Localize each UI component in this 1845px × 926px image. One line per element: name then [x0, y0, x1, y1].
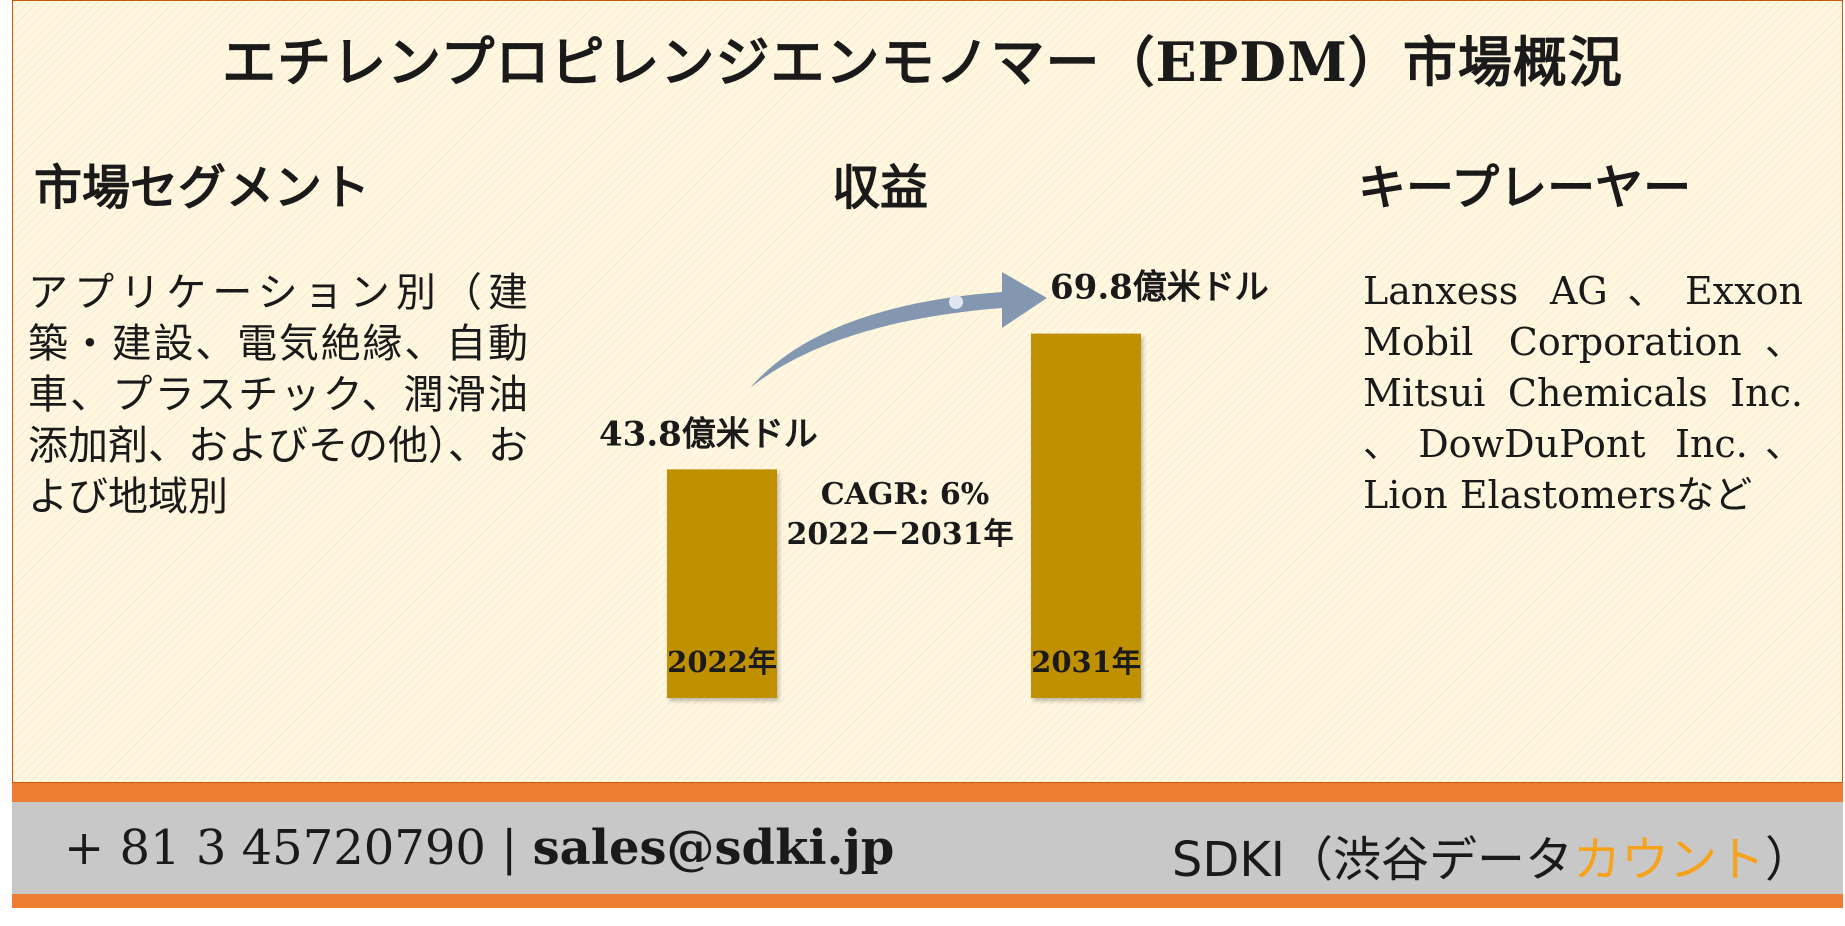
brand-accent: カウント — [1572, 832, 1765, 888]
growth-arrow-highlight — [949, 295, 963, 309]
email-link[interactable]: sales@sdki.jp — [532, 820, 895, 876]
revenue-chart: 2022年 2031年 43.8億米ドル 69.8億米ドル CAGR: 6% 2022－2… — [599, 268, 1269, 698]
bar-0 — [667, 469, 777, 698]
brand-name: SDKI（渋谷データカウント） — [1172, 820, 1813, 890]
value-label-0: 43.8億米ドル — [599, 414, 818, 454]
revenue-heading: 収益 — [832, 160, 929, 216]
category-label-0: 2022年 — [667, 645, 777, 679]
growth-arrow — [750, 272, 1047, 388]
cagr-label: CAGR: 6% — [821, 477, 990, 512]
bar-1 — [1031, 333, 1141, 698]
phone-number: + 81 3 45720790 | — [64, 820, 533, 876]
category-label-1: 2031年 — [1031, 645, 1141, 679]
value-label-1: 69.8億米ドル — [1050, 268, 1269, 308]
contact-info: + 81 3 45720790 | sales@sdki.jp — [64, 820, 894, 876]
footer-bar: + 81 3 45720790 | sales@sdki.jp SDKI（渋谷デ… — [12, 802, 1843, 894]
segments-heading: 市場セグメント — [34, 160, 371, 216]
brand-main: SDKI（渋谷データ — [1171, 832, 1573, 888]
overview-panel — [12, 0, 1843, 783]
key-players-text: Lanxess AG、Exxon Mobil Corporation、Mitsu… — [1363, 269, 1803, 517]
footer-stripe-top — [12, 783, 1843, 802]
footer-stripe-bottom — [12, 894, 1843, 908]
page-title: エチレンプロピレンジエンモノマー（EPDM）市場概況 — [222, 30, 1623, 94]
key-players-heading: キープレーヤー — [1358, 160, 1692, 216]
cagr-period-label: 2022－2031年 — [787, 517, 1014, 552]
brand-end: ） — [1764, 832, 1813, 888]
segments-text: アプリケーション別（建築・建設、電気絶縁、自動車、プラスチック、潤滑油添加剤、お… — [28, 270, 528, 520]
